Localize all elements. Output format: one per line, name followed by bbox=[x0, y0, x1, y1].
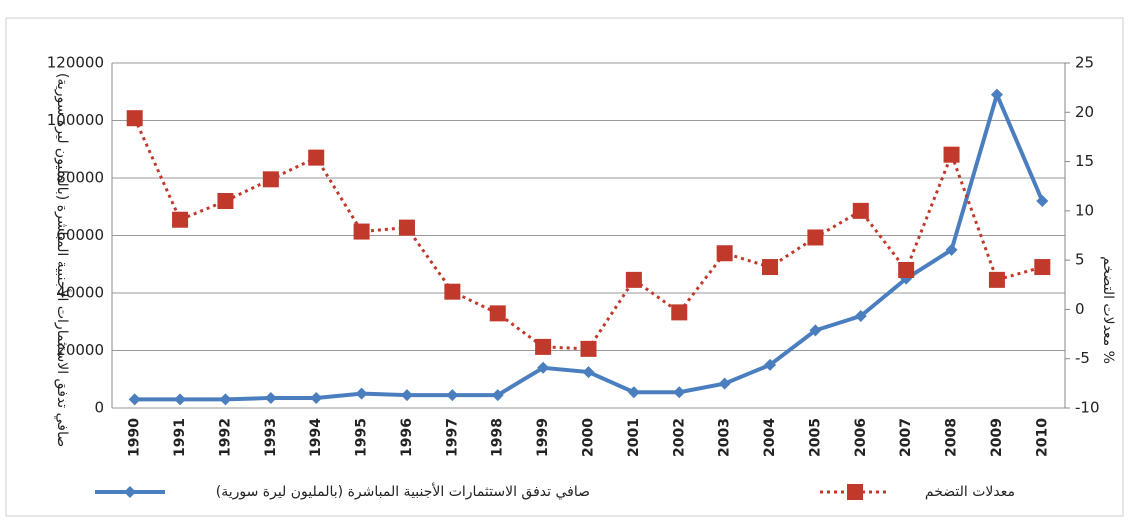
y2-tick-label: 15 bbox=[1075, 152, 1094, 170]
data-point bbox=[580, 340, 597, 357]
data-point bbox=[988, 271, 1005, 288]
x-tick-label: 2003 bbox=[717, 418, 733, 457]
data-point bbox=[491, 389, 504, 402]
legend-label: معدلات التضخم bbox=[925, 484, 1015, 500]
data-point bbox=[716, 245, 733, 262]
data-point bbox=[809, 324, 822, 337]
data-point bbox=[400, 389, 413, 402]
x-tick-label: 1993 bbox=[263, 418, 279, 457]
data-point bbox=[489, 305, 506, 322]
x-tick-label: 1997 bbox=[444, 418, 460, 457]
y2-tick-label: -5 bbox=[1075, 349, 1090, 367]
legend-label: صافي تدفق الاستثمارات الأجنبية المباشرة … bbox=[216, 482, 590, 500]
y2-tick-label: 5 bbox=[1075, 251, 1085, 269]
x-tick-label: 2001 bbox=[626, 418, 642, 457]
data-point bbox=[673, 386, 686, 399]
x-tick-label: 1999 bbox=[535, 418, 551, 457]
data-point bbox=[854, 310, 867, 322]
data-point bbox=[219, 393, 232, 406]
x-tick-label: 1998 bbox=[490, 418, 506, 457]
y-tick-label: 40000 bbox=[56, 284, 104, 302]
data-point bbox=[535, 338, 552, 355]
x-tick-label: 2007 bbox=[898, 418, 914, 457]
data-point bbox=[446, 389, 459, 402]
data-point bbox=[310, 391, 323, 404]
y-axis-title: صافي تدفق الاستثمارات الأجنبية المباشرة … bbox=[54, 73, 72, 447]
chart-frame bbox=[5, 17, 1124, 517]
data-point bbox=[308, 149, 325, 166]
x-tick-label: 1990 bbox=[127, 418, 143, 457]
data-point bbox=[627, 386, 640, 399]
y-tick-label: 120000 bbox=[47, 54, 104, 72]
data-point bbox=[898, 262, 915, 278]
data-point bbox=[353, 223, 370, 240]
x-tick-label: 2000 bbox=[581, 418, 597, 457]
x-tick-label: 2005 bbox=[807, 418, 823, 457]
data-point bbox=[174, 393, 187, 406]
data-point bbox=[398, 219, 415, 236]
y2-tick-label: 25 bbox=[1075, 54, 1094, 72]
y-tick-label: 60000 bbox=[56, 226, 104, 244]
y-tick-label: 20000 bbox=[56, 341, 104, 359]
x-tick-label: 1992 bbox=[217, 418, 233, 457]
data-point bbox=[671, 304, 688, 321]
y-tick-label: 0 bbox=[94, 399, 104, 417]
data-point bbox=[1036, 195, 1049, 207]
x-tick-label: 1991 bbox=[172, 418, 188, 457]
data-point bbox=[262, 171, 279, 188]
x-tick-label: 1996 bbox=[399, 418, 415, 457]
x-tick-label: 2006 bbox=[853, 418, 869, 457]
data-point bbox=[943, 146, 960, 163]
y2-tick-label: -10 bbox=[1075, 399, 1100, 417]
data-point bbox=[126, 110, 143, 127]
data-point bbox=[718, 377, 731, 390]
y-tick-label: 100000 bbox=[47, 111, 104, 129]
data-point bbox=[625, 271, 642, 288]
x-tick-label: 2008 bbox=[944, 418, 960, 457]
x-tick-label: 2002 bbox=[671, 418, 687, 457]
y-tick-label: 80000 bbox=[56, 169, 104, 187]
legend-marker bbox=[124, 486, 136, 498]
data-point bbox=[945, 243, 958, 256]
data-point bbox=[217, 193, 234, 209]
series-line bbox=[133, 117, 1043, 351]
data-point bbox=[764, 358, 777, 371]
data-point bbox=[172, 211, 189, 228]
y2-tick-label: 20 bbox=[1075, 103, 1094, 121]
x-tick-label: 1994 bbox=[308, 418, 324, 457]
x-tick-label: 2004 bbox=[762, 418, 778, 457]
data-point bbox=[582, 366, 595, 379]
data-point bbox=[264, 391, 277, 404]
data-point bbox=[444, 283, 461, 300]
x-tick-label: 2010 bbox=[1034, 418, 1050, 457]
data-point bbox=[852, 202, 869, 219]
data-point bbox=[990, 88, 1003, 101]
data-point bbox=[807, 229, 824, 246]
y2-tick-label: 10 bbox=[1075, 201, 1094, 219]
y2-axis-title: معدلات التضخم % bbox=[1100, 256, 1116, 364]
data-point bbox=[762, 259, 779, 276]
data-point bbox=[128, 393, 141, 406]
x-tick-label: 2009 bbox=[989, 418, 1005, 457]
legend-marker bbox=[847, 484, 863, 500]
data-point bbox=[537, 361, 550, 374]
data-point bbox=[355, 387, 368, 400]
x-tick-label: 1995 bbox=[354, 418, 370, 457]
y2-tick-label: 0 bbox=[1075, 300, 1085, 318]
data-point bbox=[1034, 259, 1051, 276]
